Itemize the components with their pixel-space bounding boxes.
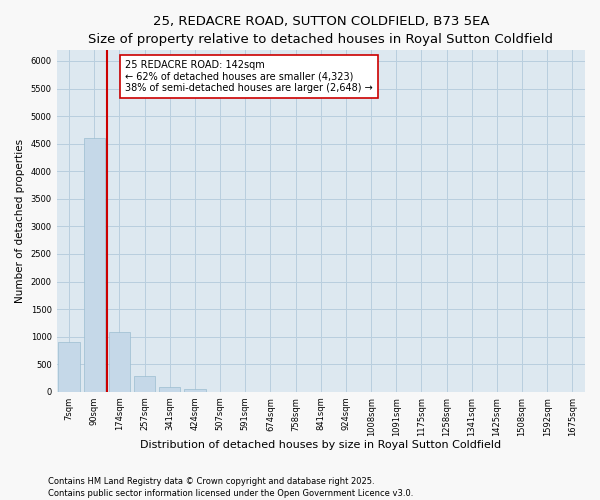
Y-axis label: Number of detached properties: Number of detached properties bbox=[15, 139, 25, 303]
Bar bbox=[159, 387, 181, 392]
Title: 25, REDACRE ROAD, SUTTON COLDFIELD, B73 5EA
Size of property relative to detache: 25, REDACRE ROAD, SUTTON COLDFIELD, B73 … bbox=[88, 15, 553, 46]
Text: Contains HM Land Registry data © Crown copyright and database right 2025.
Contai: Contains HM Land Registry data © Crown c… bbox=[48, 476, 413, 498]
Text: 25 REDACRE ROAD: 142sqm
← 62% of detached houses are smaller (4,323)
38% of semi: 25 REDACRE ROAD: 142sqm ← 62% of detache… bbox=[125, 60, 373, 94]
Bar bbox=[184, 389, 206, 392]
Bar bbox=[83, 138, 105, 392]
X-axis label: Distribution of detached houses by size in Royal Sutton Coldfield: Distribution of detached houses by size … bbox=[140, 440, 502, 450]
Bar bbox=[109, 332, 130, 392]
Bar bbox=[134, 376, 155, 392]
Bar bbox=[58, 342, 80, 392]
